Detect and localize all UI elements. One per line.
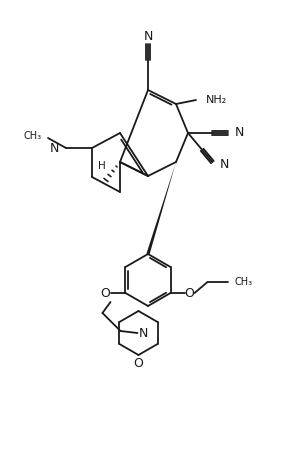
Polygon shape xyxy=(147,162,176,254)
Text: NH₂: NH₂ xyxy=(206,95,227,105)
Text: N: N xyxy=(143,30,153,44)
Text: O: O xyxy=(134,357,143,369)
Text: CH₃: CH₃ xyxy=(24,131,42,141)
Text: CH₃: CH₃ xyxy=(234,277,253,287)
Text: O: O xyxy=(101,287,110,299)
Text: N: N xyxy=(235,125,244,139)
Text: N: N xyxy=(139,326,148,340)
Text: N: N xyxy=(219,158,229,171)
Text: N: N xyxy=(50,141,59,155)
Text: O: O xyxy=(185,287,194,299)
Text: H: H xyxy=(98,161,106,171)
